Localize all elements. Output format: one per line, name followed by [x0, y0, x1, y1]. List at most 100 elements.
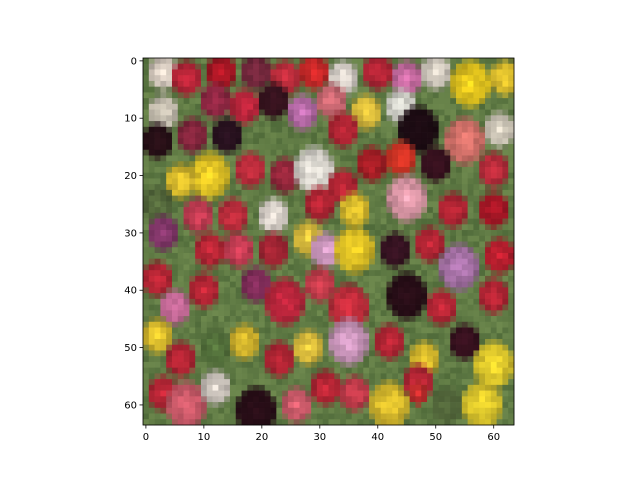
image-pixel — [490, 281, 497, 288]
image-pixel — [299, 144, 306, 151]
image-pixel — [316, 310, 324, 317]
image-pixel — [154, 121, 161, 128]
image-pixel — [264, 350, 271, 357]
image-pixel — [461, 356, 468, 363]
image-pixel — [282, 149, 289, 156]
image-pixel — [148, 264, 155, 271]
image-pixel — [171, 402, 179, 409]
image-pixel — [345, 207, 353, 214]
image-pixel — [305, 258, 312, 265]
image-pixel — [235, 155, 242, 162]
image-pixel — [421, 367, 428, 374]
image-pixel — [316, 80, 324, 88]
image-pixel — [200, 86, 208, 93]
image-pixel — [229, 75, 237, 82]
image-pixel — [485, 373, 492, 380]
image-pixel — [415, 178, 422, 185]
image-pixel — [438, 98, 445, 105]
image-pixel — [247, 356, 254, 363]
image-pixel — [415, 58, 422, 65]
image-pixel — [160, 58, 167, 65]
image-pixel — [143, 321, 150, 328]
image-pixel — [241, 298, 248, 305]
image-pixel — [450, 132, 457, 139]
image-pixel — [479, 316, 486, 323]
image-pixel — [473, 235, 480, 242]
image-pixel — [380, 350, 387, 357]
image-pixel — [264, 316, 271, 323]
image-pixel — [369, 367, 376, 374]
image-pixel — [374, 138, 382, 145]
image-pixel — [247, 402, 254, 409]
image-pixel — [183, 384, 190, 391]
image-pixel — [224, 379, 231, 386]
image-pixel — [496, 161, 503, 168]
image-pixel — [282, 178, 289, 185]
image-pixel — [461, 189, 468, 196]
image-pixel — [461, 321, 468, 328]
image-pixel — [171, 321, 179, 328]
image-pixel — [409, 149, 416, 156]
image-pixel — [345, 69, 353, 76]
image-pixel — [508, 80, 515, 88]
image-pixel — [403, 92, 411, 99]
image-pixel — [270, 304, 277, 311]
image-pixel — [171, 367, 179, 374]
image-pixel — [392, 98, 399, 105]
image-pixel — [496, 396, 503, 403]
image-pixel — [334, 396, 341, 403]
image-pixel — [490, 92, 497, 99]
image-pixel — [276, 281, 283, 288]
image-pixel — [316, 230, 324, 237]
image-pixel — [386, 247, 393, 254]
image-pixel — [363, 310, 370, 317]
image-pixel — [293, 264, 300, 271]
image-pixel — [334, 390, 341, 397]
image-pixel — [154, 201, 161, 208]
y-tick-label: 30 — [124, 228, 137, 239]
image-pixel — [398, 161, 405, 168]
image-pixel — [380, 195, 387, 202]
image-pixel — [229, 264, 237, 271]
image-pixel — [467, 367, 474, 374]
image-pixel — [143, 281, 150, 288]
image-pixel — [363, 218, 370, 225]
image-pixel — [374, 275, 382, 282]
image-pixel — [218, 338, 225, 346]
image-pixel — [195, 304, 202, 311]
image-pixel — [490, 247, 497, 254]
image-pixel — [363, 75, 370, 82]
image-pixel — [357, 327, 364, 334]
image-pixel — [369, 58, 376, 65]
image-pixel — [183, 126, 190, 133]
image-pixel — [450, 80, 457, 88]
image-pixel — [148, 75, 155, 82]
image-pixel — [409, 333, 416, 340]
image-pixel — [299, 178, 306, 185]
image-pixel — [351, 316, 358, 323]
image-pixel — [345, 419, 353, 426]
image-pixel — [212, 270, 219, 277]
image-pixel — [340, 384, 347, 391]
image-pixel — [160, 149, 167, 156]
image-pixel — [444, 92, 451, 99]
image-pixel — [380, 155, 387, 162]
image-pixel — [270, 58, 277, 65]
image-pixel — [421, 207, 428, 214]
image-pixel — [473, 166, 480, 174]
image-pixel — [427, 230, 434, 237]
image-pixel — [160, 419, 167, 426]
image-pixel — [276, 218, 283, 225]
image-pixel — [148, 207, 155, 214]
image-pixel — [398, 144, 405, 151]
image-pixel — [351, 126, 358, 133]
image-pixel — [299, 155, 306, 162]
image-pixel — [363, 367, 370, 374]
image-pixel — [392, 247, 399, 254]
image-pixel — [218, 218, 225, 225]
image-pixel — [328, 356, 335, 363]
image-pixel — [311, 103, 318, 110]
image-pixel — [270, 298, 277, 305]
image-pixel — [282, 109, 289, 116]
image-pixel — [461, 270, 468, 277]
